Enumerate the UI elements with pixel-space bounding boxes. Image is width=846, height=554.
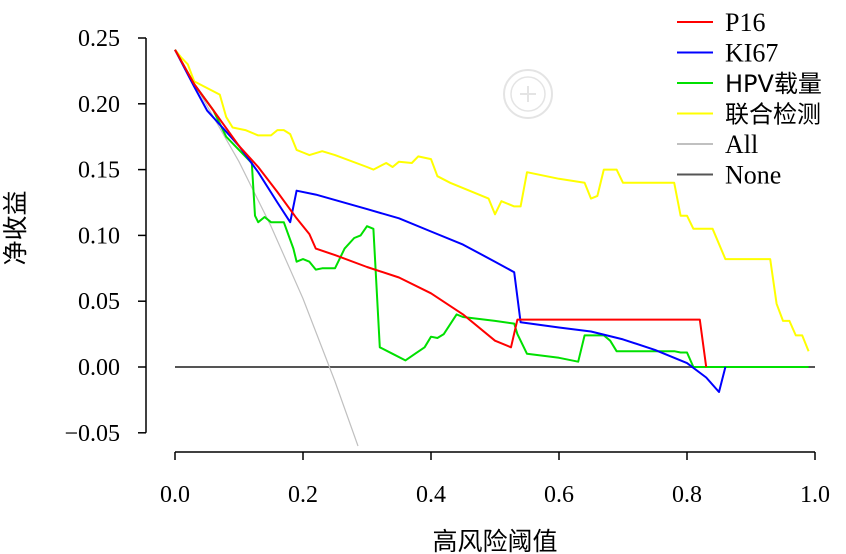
y-axis-title: 净收益 — [1, 190, 30, 265]
x-tick-label: 0.2 — [288, 482, 318, 508]
x-tick-label: 0.0 — [160, 482, 190, 508]
series-group — [174, 49, 815, 447]
y-tick-label: 0.05 — [78, 289, 120, 315]
watermark-seal-icon — [503, 69, 553, 119]
legend-label: P16 — [725, 8, 765, 37]
y-tick-label: 0.10 — [78, 223, 120, 249]
x-axis-title: 高风险阈值 — [432, 527, 557, 554]
series-line-p16 — [174, 49, 708, 368]
x-axis: 0.0 0.2 0.4 0.6 0.8 1.0 — [160, 451, 830, 508]
legend-label: 联合检测 — [725, 101, 821, 129]
y-tick-label: 0.00 — [78, 355, 120, 381]
y-axis: 0.25 0.20 0.15 0.10 0.05 0.00 −0.05 — [64, 26, 147, 447]
x-tick-label: 0.6 — [544, 482, 574, 508]
x-tick-label: 0.8 — [672, 482, 702, 508]
series-line-all — [174, 49, 359, 447]
legend-label: None — [725, 161, 781, 190]
legend-label: All — [725, 130, 758, 159]
y-tick-label: 0.15 — [78, 158, 120, 184]
legend-label: HPV载量 — [725, 70, 822, 98]
y-tick-label: −0.05 — [64, 421, 120, 447]
x-tick-label: 1.0 — [800, 482, 830, 508]
x-tick-label: 0.4 — [416, 482, 446, 508]
series-line-ki67 — [174, 49, 727, 393]
series-line-combined — [174, 49, 810, 352]
y-tick-label: 0.25 — [78, 26, 120, 52]
y-tick-label: 0.20 — [78, 92, 120, 118]
legend-label: KI67 — [725, 39, 778, 68]
